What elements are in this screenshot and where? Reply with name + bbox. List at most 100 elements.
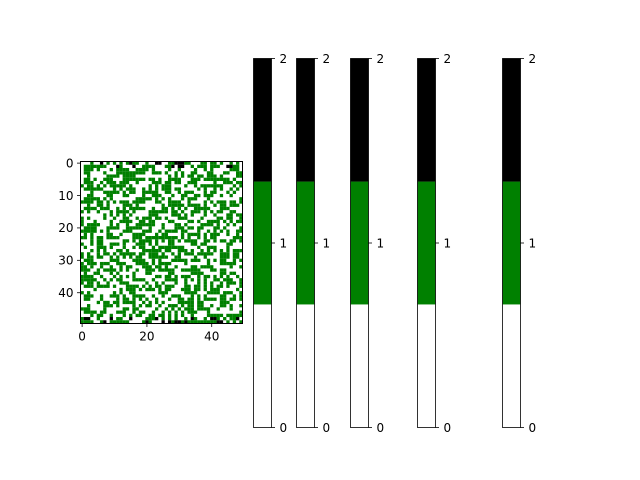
heatmap-cell <box>122 200 126 204</box>
heatmap-cell <box>122 320 126 324</box>
colorbar: 0 1 2 <box>253 52 288 435</box>
heatmap-cell <box>167 278 172 282</box>
heatmap-cell <box>135 261 139 266</box>
heatmap-cell <box>226 229 230 233</box>
heatmap-cell <box>122 281 126 285</box>
heatmap-cell <box>174 310 178 314</box>
heatmap-cell <box>174 223 178 227</box>
heatmap-cell <box>158 291 162 295</box>
heatmap-cell <box>193 167 198 172</box>
heatmap-cell <box>90 239 94 243</box>
heatmap-cell <box>132 226 136 230</box>
heatmap-cell <box>93 226 97 230</box>
heatmap-cell <box>223 219 227 224</box>
heatmap-cell <box>119 171 123 175</box>
heatmap-cell <box>203 252 207 256</box>
heatmap-cell <box>119 200 123 204</box>
heatmap-cell <box>122 206 126 211</box>
heatmap-cell <box>151 223 156 227</box>
heatmap-cell <box>229 265 233 269</box>
heatmap-cell <box>164 236 169 240</box>
heatmap-cell <box>203 164 207 169</box>
heatmap-cell <box>213 287 217 292</box>
heatmap-cell <box>106 229 110 233</box>
heatmap-cell <box>210 190 214 194</box>
heatmap-cell <box>122 245 126 250</box>
heatmap-cell <box>239 239 243 243</box>
heatmap-cell <box>177 252 181 256</box>
heatmap-cell <box>83 294 88 298</box>
heatmap-cell <box>197 278 201 282</box>
heatmap-cell <box>190 242 194 246</box>
heatmap-cell <box>135 284 139 288</box>
heatmap-cell <box>116 294 120 298</box>
heatmap-cell <box>109 265 113 269</box>
heatmap-cell <box>103 164 107 169</box>
heatmap-cell <box>90 284 94 288</box>
heatmap-cell <box>187 284 191 288</box>
heatmap-cell <box>232 271 237 275</box>
colorbar-segment <box>350 58 369 182</box>
heatmap-cell <box>232 320 237 324</box>
heatmap-cell <box>109 177 113 181</box>
heatmap-cell <box>90 187 94 191</box>
heatmap-cell <box>80 242 84 246</box>
heatmap-cell <box>171 307 175 311</box>
colorbar-tick-label: 2 <box>280 52 288 66</box>
heatmap-cell <box>142 190 146 194</box>
heatmap-cell <box>216 164 220 169</box>
heatmap-cell <box>187 200 191 204</box>
heatmap-cell <box>109 213 113 217</box>
heatmap-cell <box>203 177 207 181</box>
heatmap-cell <box>236 219 240 224</box>
heatmap-cell <box>226 245 230 250</box>
heatmap-cell <box>155 171 159 175</box>
heatmap-cell <box>151 177 156 181</box>
colorbar: 0 1 2 <box>350 52 384 435</box>
heatmap-cell <box>232 258 237 262</box>
heatmap-cell <box>109 223 113 227</box>
heatmap-cell <box>229 271 233 275</box>
heatmap-cell <box>232 164 237 169</box>
heatmap-cell <box>99 239 104 243</box>
colorbar-tick-label: 1 <box>323 236 331 250</box>
heatmap-cell <box>158 245 162 250</box>
heatmap-cell <box>145 268 149 272</box>
colorbar-tick-label: 0 <box>323 421 331 435</box>
heatmap-cell <box>226 180 230 185</box>
heatmap-cell <box>161 226 165 230</box>
heatmap-frame <box>80 161 243 324</box>
heatmap-cell <box>80 229 84 233</box>
heatmap-cell <box>239 180 243 185</box>
heatmap-cell <box>200 223 204 227</box>
heatmap-cell <box>106 236 110 240</box>
heatmap-cell <box>167 167 172 172</box>
y-tick-label: 30 <box>58 254 73 268</box>
heatmap-cell <box>167 245 172 250</box>
heatmap-cell <box>90 255 94 259</box>
heatmap-cell <box>174 229 178 233</box>
heatmap-cell <box>106 190 110 194</box>
heatmap-cell <box>210 164 214 169</box>
y-axis: 0 10 20 30 40 <box>58 156 81 300</box>
heatmap-cell <box>83 164 88 169</box>
heatmap-cell <box>197 164 201 169</box>
heatmap-cell <box>132 177 136 181</box>
heatmap-cell <box>167 203 172 207</box>
heatmap-cell <box>119 161 123 165</box>
heatmap-cell <box>187 226 191 230</box>
heatmap-cell <box>116 236 120 240</box>
heatmap-cell <box>216 223 220 227</box>
heatmap-cell <box>200 271 204 275</box>
heatmap-cell <box>145 320 149 324</box>
heatmap-cell <box>239 197 243 201</box>
heatmap-cell <box>138 232 143 237</box>
heatmap-cell <box>190 271 194 275</box>
heatmap-cell <box>161 291 165 295</box>
heatmap-cell <box>80 210 84 214</box>
heatmap-cell <box>135 294 139 298</box>
heatmap-cell <box>206 313 211 318</box>
heatmap-cell <box>112 294 117 298</box>
heatmap-cell <box>93 223 97 227</box>
heatmap-cell <box>197 252 201 256</box>
